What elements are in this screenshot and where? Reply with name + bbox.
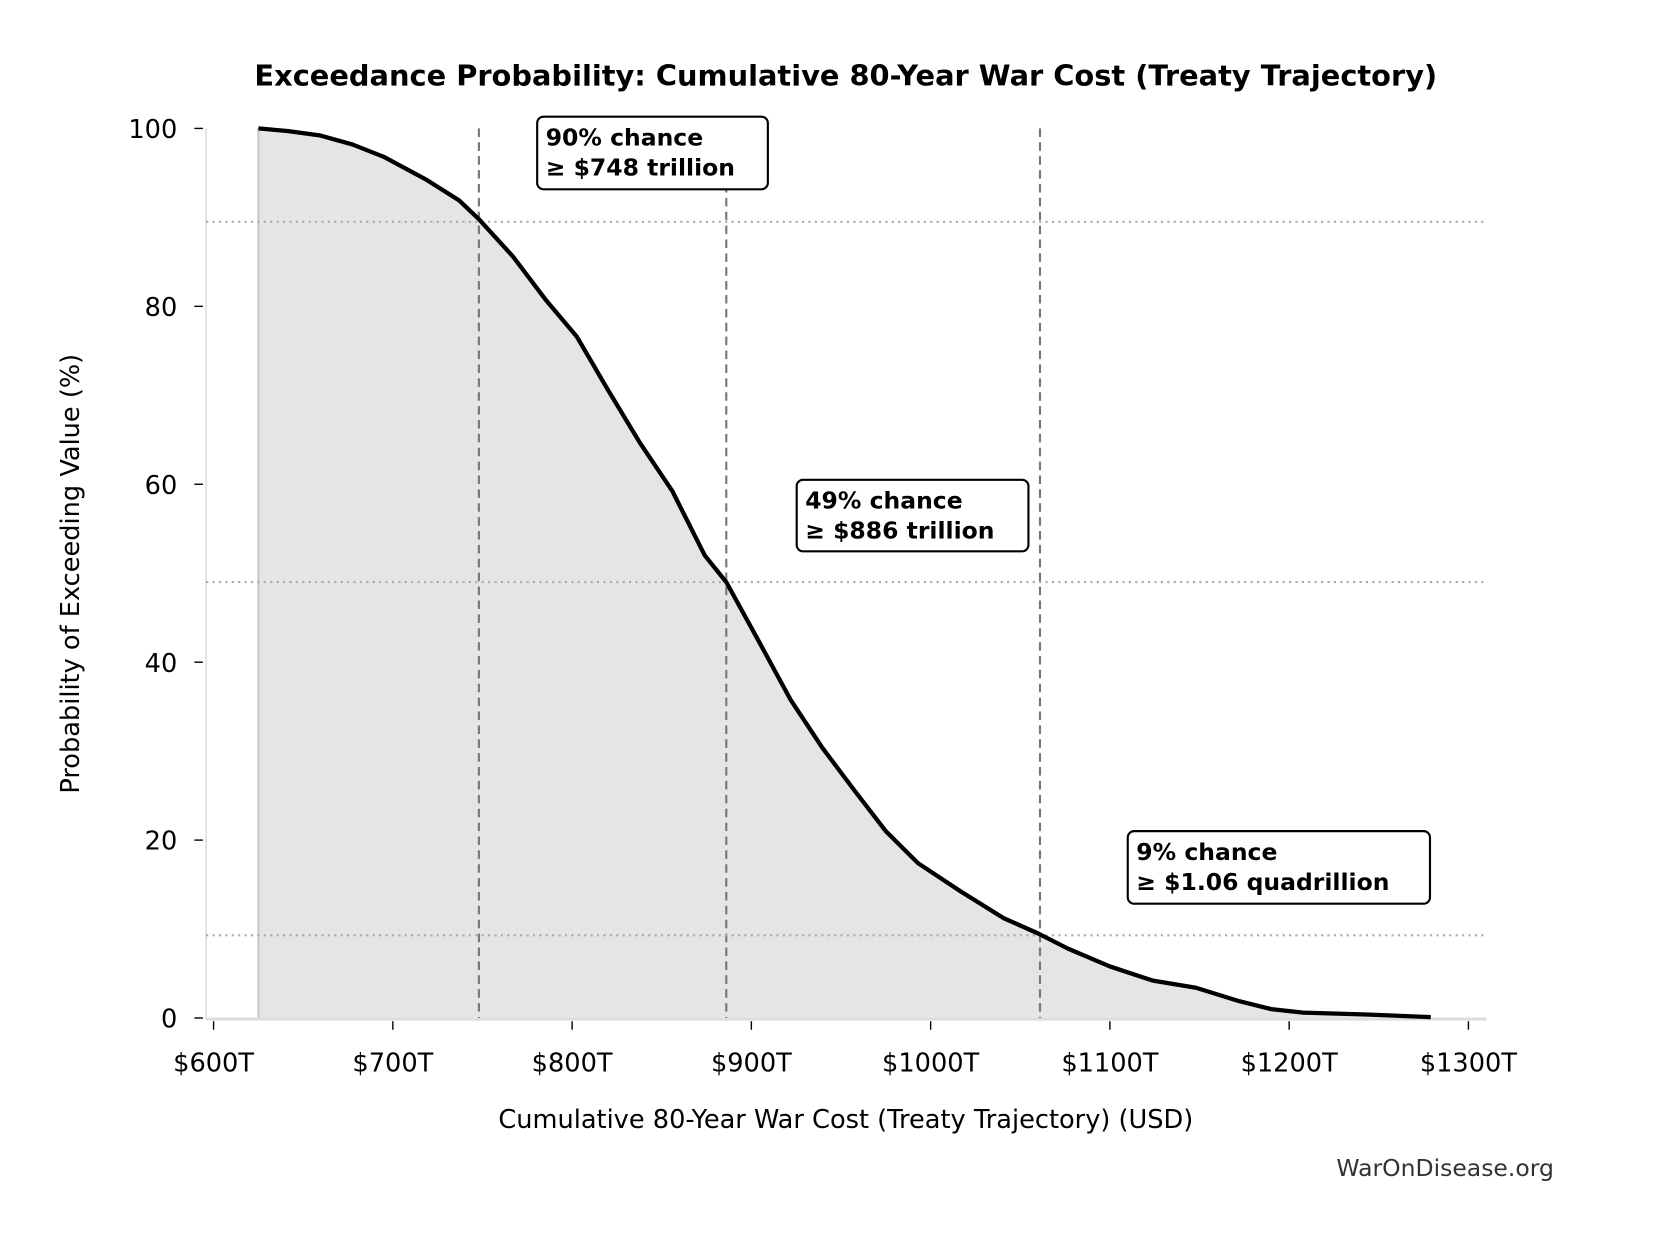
x-tick-label: $1200T [1241, 1048, 1339, 1078]
x-tick-label: $800T [532, 1048, 613, 1078]
annotation-frame [536, 115, 769, 191]
y-tick-label: 80 [145, 293, 178, 323]
x-tick-label: $1000T [882, 1048, 980, 1078]
x-tick-label: $1100T [1061, 1048, 1159, 1078]
annotation-frame [1126, 830, 1432, 905]
x-tick-label: $1300T [1420, 1048, 1518, 1078]
annotation-box: 49% chance≥ $886 trillion [795, 478, 1030, 553]
annotation-text: 90% chance [546, 124, 703, 152]
exceedance-curve [258, 126, 1431, 1020]
y-tick-label: 40 [145, 649, 178, 679]
x-tick-label: $900T [711, 1048, 792, 1078]
annotation-frame [795, 478, 1030, 553]
axis-ticks: $600T $700T $800T $900T $1000T $1100T $1200T $1… [128, 115, 1517, 1078]
annotations: 90% chance≥ $748 trillion 49% chance≥ $88… [536, 115, 1432, 905]
chart-title: Exceedance Probability: Cumulative 80-Ye… [254, 59, 1437, 93]
x-tick-label: $700T [352, 1048, 433, 1078]
annotation-text: ≥ $748 trillion [546, 153, 735, 181]
annotation-text: ≥ $886 trillion [805, 517, 994, 545]
annotation-text: 49% chance [805, 487, 962, 515]
y-axis-label: Probability of Exceeding Value (%) [56, 354, 86, 794]
x-axis-label: Cumulative 80-Year War Cost (Treaty Traj… [498, 1105, 1193, 1135]
annotation-text: 9% chance [1136, 838, 1277, 866]
x-tick-label: $600T [173, 1048, 254, 1078]
y-tick-label: 60 [145, 471, 178, 501]
annotation-text: ≥ $1.06 quadrillion [1136, 868, 1389, 896]
annotation-box: 90% chance≥ $748 trillion [536, 115, 769, 191]
area-fill [258, 128, 1431, 1019]
y-tick-label: 100 [128, 115, 177, 145]
plot-area [205, 126, 1487, 1021]
y-tick-label: 20 [145, 827, 178, 857]
watermark: WarOnDisease.org [1336, 1154, 1553, 1182]
annotation-box: 9% chance≥ $1.06 quadrillion [1126, 830, 1432, 905]
y-tick-label: 0 [161, 1005, 177, 1035]
